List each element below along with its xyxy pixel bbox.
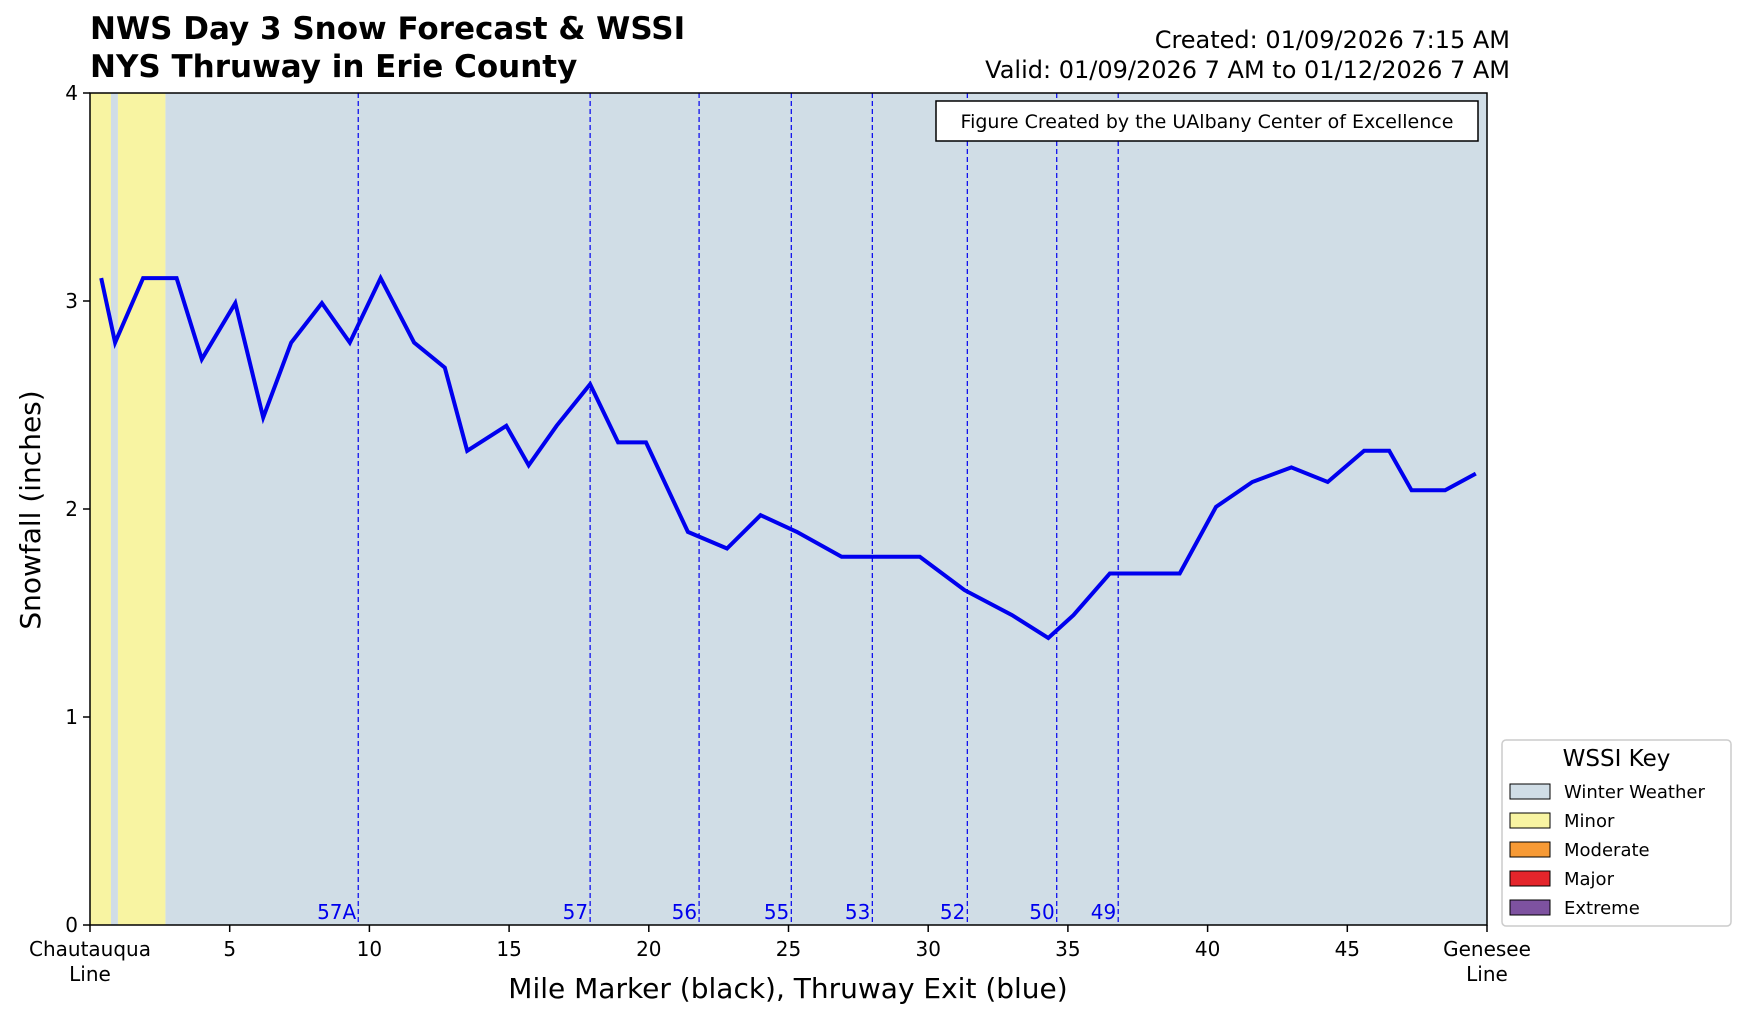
wssi-band-winter-weather [110,93,118,925]
x-tick-label: 10 [357,937,382,961]
x-tick-label: 25 [776,937,801,961]
exit-label: 49 [1091,900,1116,924]
x-tick-label: 40 [1195,937,1220,961]
legend-swatch [1509,812,1551,829]
exit-label: 55 [764,900,789,924]
legend-swatch [1509,841,1551,858]
x-tick-label: 35 [1055,937,1080,961]
wssi-band-minor [90,93,111,925]
legend-box [1501,739,1732,927]
exit-label: 53 [845,900,870,924]
legend-label: Moderate [1564,840,1650,861]
x-tick-label: 45 [1335,937,1360,961]
x-tick-label: 5 [223,937,236,961]
legend-label: Extreme [1564,898,1640,919]
snowfall-line [99,273,1477,641]
y-axis-label: Snowfall (inches) [14,390,47,629]
y-tick-label: 1 [65,705,78,729]
legend-swatch [1509,899,1551,916]
x-tick-label: Chautauqua Line [29,937,151,986]
credit-text: Figure Created by the UAlbany Center of … [961,111,1454,133]
exit-label: 52 [940,900,965,924]
series-layer [99,273,1477,641]
x-tick-label: 20 [636,937,661,961]
wssi-band-minor [117,93,166,925]
chart-title-line-1: NWS Day 3 Snow Forecast & WSSI [90,11,686,47]
y-tick-label: 2 [65,497,78,521]
created-text: Created: 01/09/2026 7:15 AM [1154,26,1510,54]
exit-label: 56 [672,900,697,924]
legend-swatch [1509,870,1551,887]
x-axis-label: Mile Marker (black), Thruway Exit (blue) [508,972,1067,1005]
legend-swatch [1509,783,1551,800]
exit-label: 57 [563,900,588,924]
exit-label: 50 [1029,900,1054,924]
legend-label: Winter Weather [1564,782,1705,803]
y-ticks: 0 1 2 3 4 [65,81,90,937]
wssi-band-winter-weather [165,93,1488,925]
x-tick-label: Genesee Line [1443,937,1531,986]
y-tick-label: 4 [65,81,78,105]
legend: WSSI Key Winter Weather Minor Moderate Major… [1501,739,1732,927]
exit-label: 57A [317,900,356,924]
y-tick-label: 3 [65,289,78,313]
chart-subtitle: Created: 01/09/2026 7:15 AM Valid: 01/09… [985,25,1510,85]
y-tick-label: 0 [65,913,78,937]
wssi-bands [90,93,1488,925]
x-ticks: Chautauqua Line 5 10 15 20 25 30 35 40 45 Genesee Li… [29,925,1531,986]
legend-title: WSSI Key [1563,746,1671,772]
x-tick-label: 15 [496,937,521,961]
chart-title-line-2: NYS Thruway in Erie County [90,49,578,85]
legend-label: Major [1564,869,1615,890]
x-tick-label: 30 [915,937,940,961]
credit-box: Figure Created by the UAlbany Center of … [935,100,1479,142]
exit-lines: 57A 57 56 55 53 52 50 49 [317,93,1119,925]
valid-text: Valid: 01/09/2026 7 AM to 01/12/2026 7 A… [985,56,1510,84]
chart-title: NWS Day 3 Snow Forecast & WSSI NYS Thruw… [90,10,685,86]
legend-label: Minor [1564,811,1615,832]
